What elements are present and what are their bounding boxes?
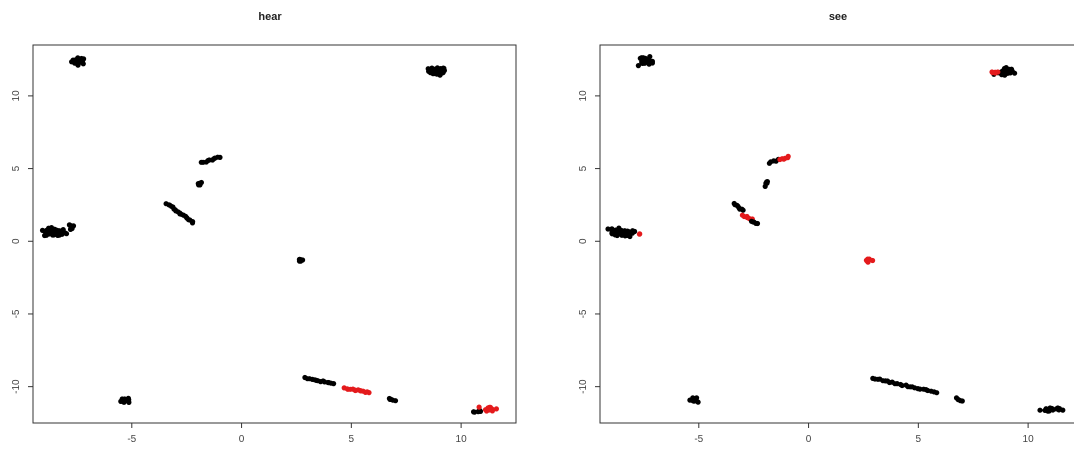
- highlighted-point: [990, 70, 996, 76]
- data-point: [1001, 69, 1008, 75]
- highlighted-point: [493, 406, 499, 412]
- x-tick-label: -5: [694, 434, 703, 445]
- points-layer: [39, 55, 499, 415]
- y-tick-label: 0: [11, 238, 22, 244]
- x-tick-label: 5: [916, 434, 922, 445]
- data-point: [609, 230, 615, 236]
- plot-frame: [599, 44, 1074, 424]
- data-point: [694, 395, 700, 401]
- chart-title: hear: [258, 11, 282, 23]
- data-point: [764, 180, 770, 186]
- x-tick-label: 5: [349, 434, 355, 445]
- data-point: [392, 398, 399, 404]
- x-tick-label: -5: [127, 434, 136, 445]
- data-point: [687, 397, 693, 403]
- data-point: [425, 66, 431, 72]
- highlighted-point: [366, 390, 372, 396]
- y-axis: -10 -5 0 5 10: [11, 90, 33, 394]
- x-tick-label: 0: [806, 434, 812, 445]
- scatter-panel-see: see -5 0 5 10 -10 -5 0 5 10: [578, 11, 1074, 445]
- data-point: [623, 231, 630, 237]
- y-axis: -10 -5 0 5 10: [578, 90, 600, 394]
- data-point: [331, 381, 337, 387]
- y-tick-label: -5: [11, 309, 22, 318]
- data-point: [644, 57, 650, 64]
- data-point: [613, 227, 619, 233]
- x-axis: -5 0 5 10: [127, 423, 467, 445]
- data-point: [899, 382, 905, 389]
- data-point: [959, 398, 965, 404]
- points-layer: [605, 54, 1066, 414]
- highlighted-point: [865, 258, 871, 264]
- data-point: [647, 54, 653, 60]
- data-point: [754, 220, 761, 227]
- x-axis: -5 0 5 10: [694, 423, 1034, 445]
- y-tick-label: 10: [578, 90, 589, 102]
- data-point: [73, 57, 79, 63]
- y-tick-label: 5: [578, 165, 589, 171]
- data-point: [605, 226, 611, 232]
- data-point: [1042, 407, 1048, 413]
- x-tick-label: 0: [239, 434, 245, 445]
- data-point: [619, 230, 626, 236]
- scatter-panel-hear: hear -5 0 5 10 -10 -5 0 5 10: [11, 11, 517, 445]
- y-tick-label: 10: [11, 90, 22, 102]
- chart-title: see: [829, 11, 847, 23]
- data-point: [39, 227, 46, 233]
- highlighted-point: [870, 257, 876, 264]
- y-tick-label: -10: [11, 379, 22, 394]
- data-point: [44, 229, 51, 235]
- data-point: [298, 258, 304, 264]
- highlighted-point: [487, 404, 493, 410]
- data-point: [60, 227, 66, 233]
- data-point: [189, 220, 196, 226]
- y-tick-label: -10: [578, 379, 589, 394]
- data-point: [635, 63, 642, 69]
- data-point: [67, 222, 73, 228]
- data-point: [1055, 405, 1061, 411]
- data-point: [740, 207, 746, 213]
- data-point: [1037, 407, 1043, 413]
- data-point: [934, 390, 940, 396]
- highlighted-point: [484, 408, 490, 414]
- data-point: [217, 154, 223, 160]
- data-point: [196, 182, 203, 188]
- data-point: [124, 396, 130, 402]
- data-point: [471, 409, 478, 415]
- data-point: [1012, 70, 1018, 76]
- highlighted-point: [476, 404, 482, 410]
- data-point: [639, 60, 646, 66]
- y-tick-label: -5: [578, 309, 589, 318]
- highlighted-point: [637, 231, 643, 237]
- data-point: [1049, 405, 1055, 412]
- data-point: [78, 58, 84, 64]
- highlighted-point: [785, 153, 791, 159]
- x-tick-label: 10: [456, 434, 468, 445]
- data-point: [431, 69, 437, 76]
- data-point: [58, 231, 64, 237]
- data-point: [477, 408, 484, 414]
- data-point: [439, 70, 445, 76]
- y-tick-label: 5: [11, 165, 22, 171]
- y-tick-label: 0: [578, 238, 589, 244]
- plot-frame: [32, 44, 517, 424]
- x-tick-label: 10: [1023, 434, 1035, 445]
